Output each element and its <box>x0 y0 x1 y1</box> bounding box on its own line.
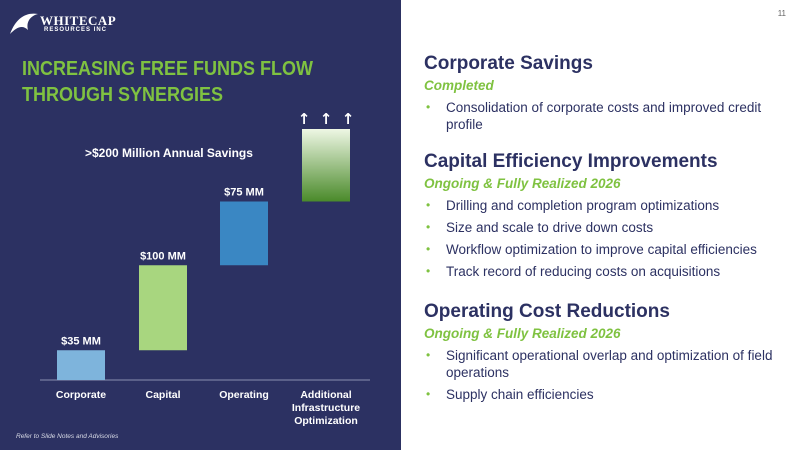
section-status: Completed <box>424 78 494 93</box>
bullet-list: Significant operational overlap and opti… <box>424 347 796 403</box>
section-status: Ongoing & Fully Realized 2026 <box>424 176 621 191</box>
bullet-item: Workflow optimization to improve capital… <box>424 241 796 258</box>
section-capital-efficiency: Capital Efficiency Improvements Ongoing … <box>424 150 796 285</box>
bar-additional <box>302 129 350 202</box>
category-label: Infrastructure <box>292 402 360 414</box>
data-label: $100 MM <box>140 250 186 262</box>
category-label: Operating <box>219 389 269 401</box>
annotation-label: >$200 Million Annual Savings <box>85 146 253 160</box>
data-label: $75 MM <box>224 187 264 199</box>
bar-capital <box>139 265 187 351</box>
up-arrow-icon: ↑ <box>342 110 355 128</box>
bullet-item: Significant operational overlap and opti… <box>424 347 796 381</box>
data-label: $35 MM <box>61 335 101 347</box>
slide-title: INCREASING FREE FUNDS FLOW THROUGH SYNER… <box>22 58 314 106</box>
section-title: Corporate Savings <box>424 53 593 74</box>
bullet-item: Size and scale to drive down costs <box>424 219 796 236</box>
category-label: Capital <box>145 389 180 401</box>
bullet-item: Track record of reducing costs on acquis… <box>424 263 796 280</box>
bullet-item: Drilling and completion program optimiza… <box>424 197 796 214</box>
logo-subtext: RESOURCES INC <box>44 27 108 33</box>
section-operating-cost: Operating Cost Reductions Ongoing & Full… <box>424 300 796 408</box>
bullet-item: Supply chain efficiencies <box>424 386 796 403</box>
up-arrow-icon: ↑ <box>298 110 311 128</box>
section-title: Capital Efficiency Improvements <box>424 151 718 172</box>
section-title: Operating Cost Reductions <box>424 301 670 322</box>
bullet-list: Drilling and completion program optimiza… <box>424 197 796 280</box>
category-label: Corporate <box>56 389 106 401</box>
bullet-list: Consolidation of corporate costs and imp… <box>424 99 796 133</box>
page-number: 11 <box>777 9 786 18</box>
bar-corporate <box>57 350 105 380</box>
section-status: Ongoing & Fully Realized 2026 <box>424 326 621 341</box>
bar-operating <box>220 201 268 266</box>
category-label: Additional <box>300 389 351 401</box>
bullet-item: Consolidation of corporate costs and imp… <box>424 99 796 133</box>
company-logo: WHITECAP RESOURCES INC <box>8 6 118 40</box>
logo-wordmark: WHITECAP <box>40 13 117 28</box>
footnote: Refer to Slide Notes and Advisories <box>16 433 119 440</box>
section-corporate-savings: Corporate Savings Completed Consolidatio… <box>424 52 796 138</box>
category-label: Optimization <box>294 415 358 427</box>
wave-logo-icon <box>10 13 38 34</box>
up-arrow-icon: ↑ <box>320 110 333 128</box>
savings-waterfall-chart: $35 MM Corporate $100 MM Capital $75 MM Opera… <box>40 110 370 427</box>
